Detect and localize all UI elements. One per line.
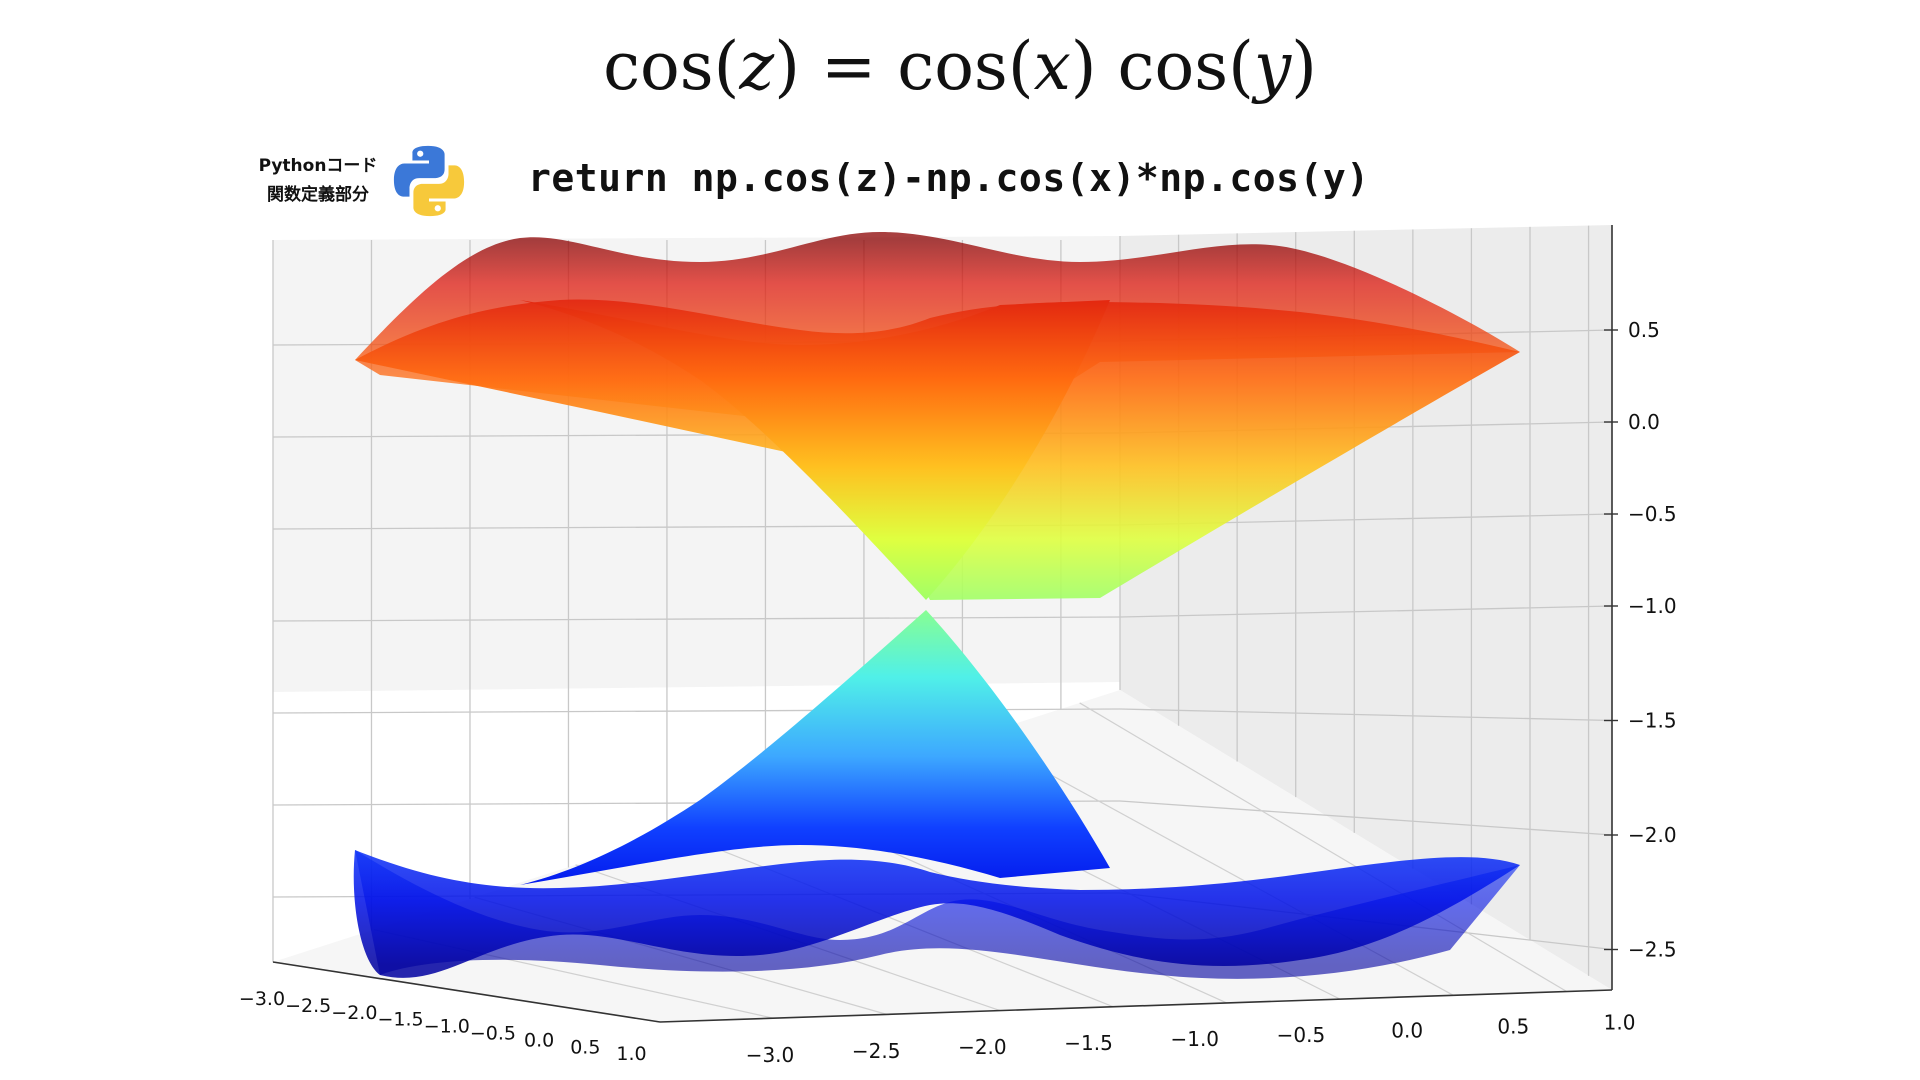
x-tick-label: −1.5 (378, 1009, 424, 1031)
y-tick-label: −0.5 (1277, 1023, 1326, 1047)
z-tick-label: −1.0 (1628, 594, 1677, 618)
z-axis-ticks: 0.5 0.0 −0.5 −1.0 −1.5 −2.0 −2.5 (1604, 318, 1677, 962)
upper-surface-cone (520, 300, 1110, 600)
y-tick-label: −1.0 (1170, 1027, 1219, 1051)
eq-rhs1-var: x (1033, 28, 1071, 105)
z-tick-label: 0.0 (1628, 410, 1660, 434)
floor-gridline (1079, 702, 1567, 993)
x-tick-label: −3.0 (239, 988, 285, 1010)
x-tick-label: 0.0 (524, 1029, 554, 1051)
x-tick-label: −1.0 (424, 1016, 470, 1038)
equation-title: cos(z) = cos(x) cos(y) (603, 28, 1317, 105)
axis-lines (272, 225, 1613, 1023)
y-tick-label: −1.5 (1064, 1031, 1113, 1055)
y-tick-label: 0.0 (1391, 1019, 1423, 1043)
eq-lhs-var: z (739, 28, 775, 105)
eq-rhs2-fn: cos (1117, 28, 1229, 105)
x-tick-label: −0.5 (470, 1023, 516, 1045)
x-tick-label: −2.5 (285, 995, 331, 1017)
z-tick-label: 0.5 (1628, 318, 1660, 342)
y-tick-label: −2.0 (958, 1035, 1007, 1059)
y-axis-line (659, 989, 1613, 1023)
y-tick-label: −2.5 (852, 1039, 901, 1063)
x-tick-label: 0.5 (570, 1036, 600, 1058)
side-label-line2: 関数定義部分 (267, 185, 369, 205)
y-axis-ticks: −3.0 −2.5 −2.0 −1.5 −1.0 −0.5 0.0 0.5 1.0 (746, 1011, 1636, 1067)
x-tick-label: 1.0 (616, 1043, 646, 1065)
python-logo-icon (393, 145, 465, 217)
floor-gridline (676, 831, 1114, 1008)
z-tick-label: −1.5 (1628, 709, 1677, 733)
lower-surface-back (355, 850, 1520, 979)
side-label-line1: Pythonコード (258, 156, 378, 176)
eq-lhs-fn: cos (603, 28, 714, 105)
lower-surface-cone (520, 610, 1110, 885)
x-tick-label: −2.0 (331, 1002, 377, 1024)
y-tick-label: 0.5 (1497, 1015, 1529, 1039)
y-tick-label: −3.0 (746, 1043, 795, 1067)
y-tick-label: 1.0 (1604, 1011, 1636, 1035)
z-tick-label: −2.5 (1628, 938, 1677, 962)
code-snippet: return np.cos(z)-np.cos(x)*np.cos(y) (528, 156, 1370, 200)
x-axis-line (272, 961, 661, 1023)
eq-rhs1-fn: cos (897, 28, 1008, 105)
z-gridline-back (272, 616, 1121, 622)
eq-rhs2-var: y (1253, 28, 1292, 105)
z-tick-label: −0.5 (1628, 502, 1677, 526)
surfaces (353, 232, 1520, 979)
python-code-label: Pythonコード 関数定義部分 (248, 152, 388, 210)
eq-sign: = (820, 28, 877, 105)
x-axis-ticks: −3.0 −2.5 −2.0 −1.5 −1.0 −0.5 0.0 0.5 1.0 (239, 988, 647, 1065)
z-tick-label: −2.0 (1628, 823, 1677, 847)
